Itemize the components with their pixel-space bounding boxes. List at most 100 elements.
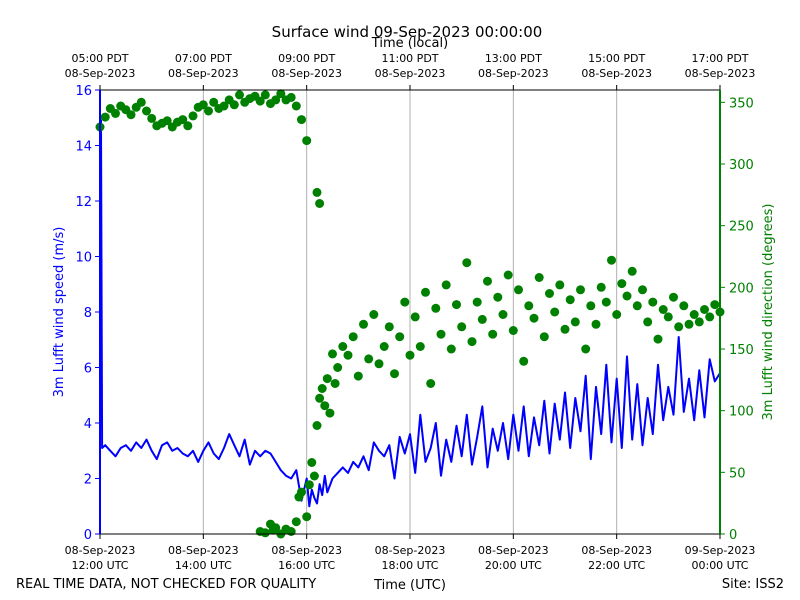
wind-direction-point bbox=[374, 359, 384, 369]
top-tick-date: 08-Sep-2023 bbox=[375, 67, 446, 80]
top-tick-date: 08-Sep-2023 bbox=[168, 67, 239, 80]
wind-direction-point bbox=[700, 305, 709, 314]
top-axis-ticks: 05:00 PDT 08-Sep-2023 07:00 PDT 08-Sep-2023… bbox=[65, 52, 756, 90]
left-tick-label: 0 bbox=[84, 528, 92, 543]
wind-direction-point bbox=[441, 280, 451, 290]
wind-direction-point bbox=[312, 421, 322, 430]
wind-direction-point bbox=[330, 379, 340, 388]
wind-direction-point bbox=[111, 108, 120, 118]
bottom-tick-date: 09-Sep-2023 bbox=[685, 544, 756, 557]
bottom-tick-date: 08-Sep-2023 bbox=[65, 544, 136, 557]
wind-direction-point bbox=[369, 310, 379, 319]
wind-direction-point bbox=[689, 310, 699, 319]
wind-direction-point bbox=[545, 289, 554, 298]
left-tick-label: 16 bbox=[75, 84, 92, 99]
bottom-tick-date: 08-Sep-2023 bbox=[581, 544, 652, 557]
wind-direction-point bbox=[710, 300, 720, 310]
wind-direction-point bbox=[705, 312, 715, 322]
bottom-tick-time: 22:00 UTC bbox=[588, 559, 645, 572]
wind-direction-point bbox=[643, 317, 653, 327]
wind-direction-point bbox=[514, 285, 523, 295]
wind-direction-point bbox=[312, 187, 322, 197]
wind-direction-point bbox=[136, 97, 146, 107]
wind-speed-line bbox=[99, 119, 721, 508]
bottom-tick-date: 08-Sep-2023 bbox=[271, 544, 342, 557]
wind-direction-point bbox=[178, 115, 188, 125]
wind-direction-point bbox=[415, 342, 425, 351]
wind-direction-point bbox=[325, 408, 335, 418]
left-tick-label: 10 bbox=[75, 251, 92, 266]
wind-direction-point bbox=[586, 301, 596, 311]
site-label: Site: ISS2 bbox=[722, 577, 784, 592]
left-tick-label: 8 bbox=[84, 306, 92, 321]
wind-direction-point bbox=[188, 111, 198, 121]
wind-direction-point bbox=[622, 291, 632, 301]
wind-direction-point bbox=[669, 292, 678, 302]
top-tick-time: 13:00 PDT bbox=[485, 52, 542, 65]
wind-direction-point bbox=[271, 523, 281, 533]
top-axis-label: Time (local) bbox=[371, 36, 448, 51]
top-tick-time: 07:00 PDT bbox=[175, 52, 232, 65]
left-tick-label: 6 bbox=[84, 362, 92, 377]
wind-direction-point bbox=[472, 297, 482, 307]
wind-direction-point bbox=[384, 322, 394, 332]
bottom-tick-date: 08-Sep-2023 bbox=[478, 544, 549, 557]
wind-direction-point bbox=[198, 100, 208, 110]
wind-direction-point bbox=[508, 326, 518, 335]
wind-direction-point bbox=[317, 384, 327, 393]
wind-direction-point bbox=[684, 319, 694, 329]
wind-direction-point bbox=[348, 332, 358, 342]
bottom-tick-time: 18:00 UTC bbox=[381, 559, 438, 572]
wind-direction-point bbox=[457, 322, 467, 332]
wind-speed-series bbox=[99, 119, 721, 508]
wind-direction-point bbox=[142, 106, 151, 116]
right-tick-label: 150 bbox=[729, 343, 754, 358]
bottom-tick-time: 16:00 UTC bbox=[278, 559, 335, 572]
wind-direction-point bbox=[183, 121, 193, 131]
wind-direction-point bbox=[601, 297, 611, 307]
wind-direction-point bbox=[338, 342, 348, 351]
wind-direction-point bbox=[390, 369, 399, 379]
wind-direction-point bbox=[426, 379, 436, 388]
left-axis-label: 3m Lufft wind speed (m/s) bbox=[52, 227, 67, 398]
wind-direction-point bbox=[229, 100, 239, 110]
left-tick-label: 4 bbox=[84, 417, 92, 432]
wind-direction-point bbox=[503, 270, 513, 280]
wind-direction-point bbox=[617, 279, 627, 289]
left-tick-label: 2 bbox=[84, 473, 92, 488]
right-tick-label: 50 bbox=[729, 466, 746, 481]
wind-direction-point bbox=[302, 136, 312, 146]
wind-direction-point bbox=[410, 312, 420, 322]
wind-direction-point bbox=[322, 374, 332, 384]
wind-direction-point bbox=[658, 305, 668, 314]
bottom-tick-date: 08-Sep-2023 bbox=[375, 544, 446, 557]
top-tick-time: 09:00 PDT bbox=[278, 52, 335, 65]
wind-direction-point bbox=[462, 258, 472, 268]
wind-direction-point bbox=[235, 90, 244, 100]
wind-direction-point bbox=[320, 401, 330, 411]
wind-direction-point bbox=[627, 266, 637, 276]
wind-direction-point bbox=[477, 314, 487, 324]
wind-direction-point bbox=[524, 301, 534, 311]
wind-direction-point bbox=[379, 342, 389, 351]
wind-direction-point bbox=[209, 97, 219, 107]
wind-direction-point bbox=[276, 89, 286, 99]
bottom-tick-time: 00:00 UTC bbox=[691, 559, 748, 572]
wind-direction-point bbox=[596, 282, 606, 292]
wind-direction-point bbox=[147, 113, 157, 123]
wind-direction-point bbox=[436, 329, 446, 339]
wind-direction-point bbox=[286, 527, 296, 536]
wind-direction-point bbox=[315, 199, 325, 208]
wind-direction-point bbox=[612, 310, 622, 319]
wind-direction-point bbox=[260, 528, 270, 538]
wind-direction-point bbox=[467, 337, 477, 347]
right-tick-label: 100 bbox=[729, 405, 754, 420]
wind-direction-point bbox=[297, 115, 306, 125]
top-tick-date: 08-Sep-2023 bbox=[685, 67, 756, 80]
wind-direction-point bbox=[519, 356, 529, 366]
wind-direction-point bbox=[204, 106, 213, 116]
wind-direction-point bbox=[328, 349, 337, 359]
wind-direction-point bbox=[297, 487, 306, 497]
wind-direction-point bbox=[576, 285, 585, 295]
